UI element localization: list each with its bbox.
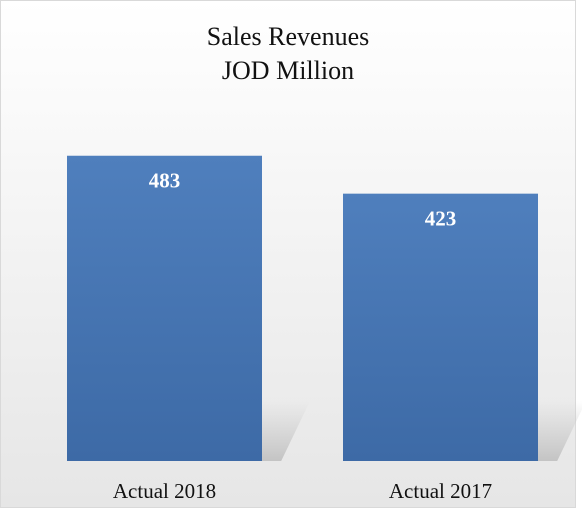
chart-title-line-1: Sales Revenues bbox=[207, 22, 369, 51]
bar-shadow bbox=[538, 401, 582, 461]
bar bbox=[343, 193, 538, 461]
labels-layer: 483 Actual 2018 423 Actual 2017 bbox=[113, 169, 492, 503]
category-label: Actual 2017 bbox=[389, 479, 492, 503]
data-label: 423 bbox=[425, 207, 457, 231]
chart-title-line-2: JOD Million bbox=[222, 56, 354, 85]
bars-layer bbox=[67, 155, 582, 461]
category-label: Actual 2018 bbox=[113, 479, 216, 503]
data-label: 483 bbox=[149, 169, 181, 193]
bar bbox=[67, 155, 262, 461]
bar-shadow bbox=[262, 401, 310, 461]
